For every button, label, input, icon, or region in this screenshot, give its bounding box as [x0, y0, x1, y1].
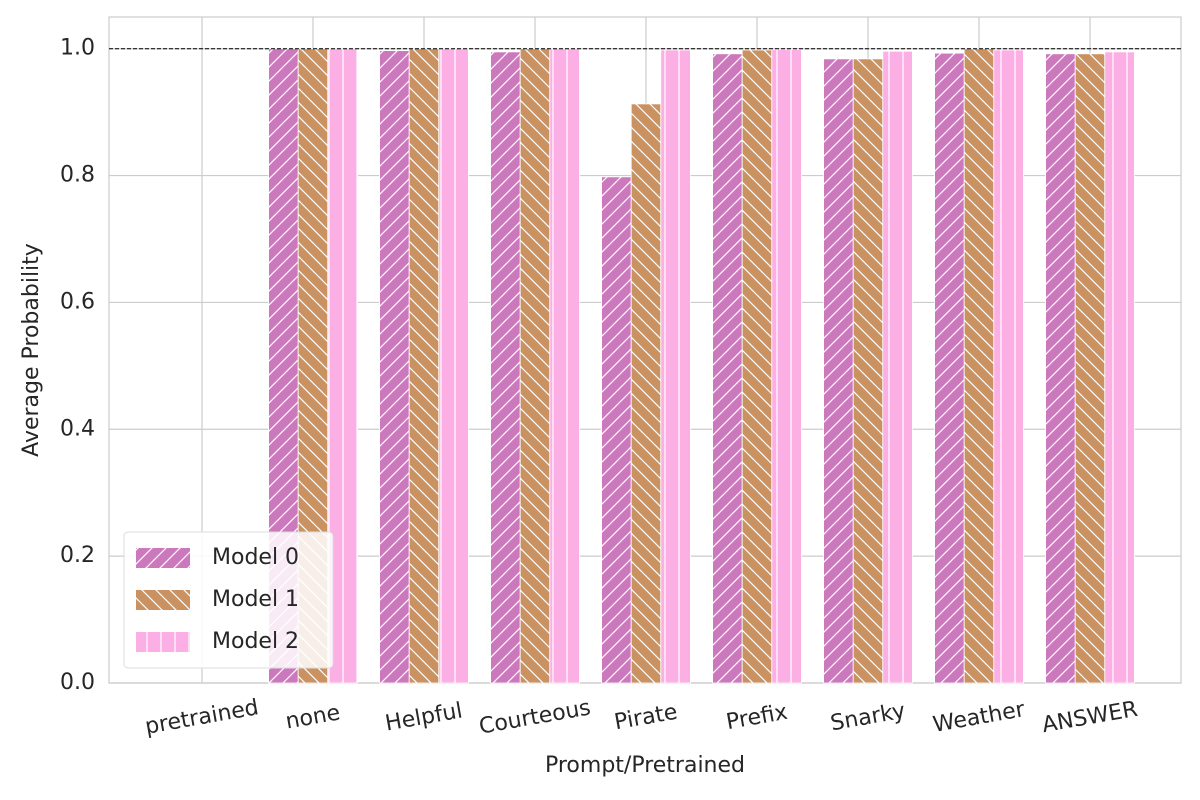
bar [1045, 53, 1076, 684]
bar [963, 48, 995, 684]
legend: Model 0 Model 1 Model 2 [123, 531, 334, 669]
bar [882, 50, 913, 684]
x-tick-label: Snarky [829, 699, 908, 737]
y-tick-label: 0.8 [60, 163, 95, 188]
bar [771, 48, 802, 684]
x-tick-label: Helpful [383, 698, 464, 736]
bar [408, 48, 440, 684]
bar [660, 49, 691, 684]
x-tick-label: Pirate [612, 700, 679, 736]
x-tick-label: Prefix [724, 700, 789, 735]
bar [1074, 53, 1106, 684]
bar [993, 49, 1024, 684]
x-tick-label: none [284, 700, 342, 734]
bar [379, 50, 410, 684]
legend-label: Model 0 [212, 545, 299, 570]
y-tick-label: 0.6 [60, 289, 95, 314]
bar [601, 176, 632, 684]
y-tick-label: 0.0 [60, 670, 95, 695]
bar [934, 52, 965, 684]
x-axis-label: Prompt/Pretrained [545, 753, 745, 778]
x-tick-label: pretrained [143, 695, 260, 740]
y-tick-label: 0.2 [60, 543, 95, 568]
bar [1104, 51, 1135, 684]
bar [630, 103, 662, 684]
bar [852, 58, 884, 684]
y-axis-label: Average Probability [19, 243, 44, 457]
legend-swatch [136, 548, 190, 568]
legend-label: Model 1 [212, 587, 299, 612]
bar [741, 49, 773, 684]
bar [438, 48, 469, 684]
x-tick-label: ANSWER [1040, 697, 1139, 738]
bar [490, 51, 521, 684]
y-tick-label: 1.0 [60, 36, 95, 61]
legend-swatch [136, 632, 190, 652]
legend-swatch [136, 590, 190, 610]
bar [519, 48, 551, 684]
bar [712, 53, 743, 684]
bar [823, 58, 854, 684]
bar [549, 48, 580, 684]
x-tick-label: Courteous [477, 695, 592, 739]
legend-label: Model 2 [212, 629, 299, 654]
x-tick-label: Weather [931, 697, 1028, 738]
y-tick-label: 0.4 [60, 416, 95, 441]
